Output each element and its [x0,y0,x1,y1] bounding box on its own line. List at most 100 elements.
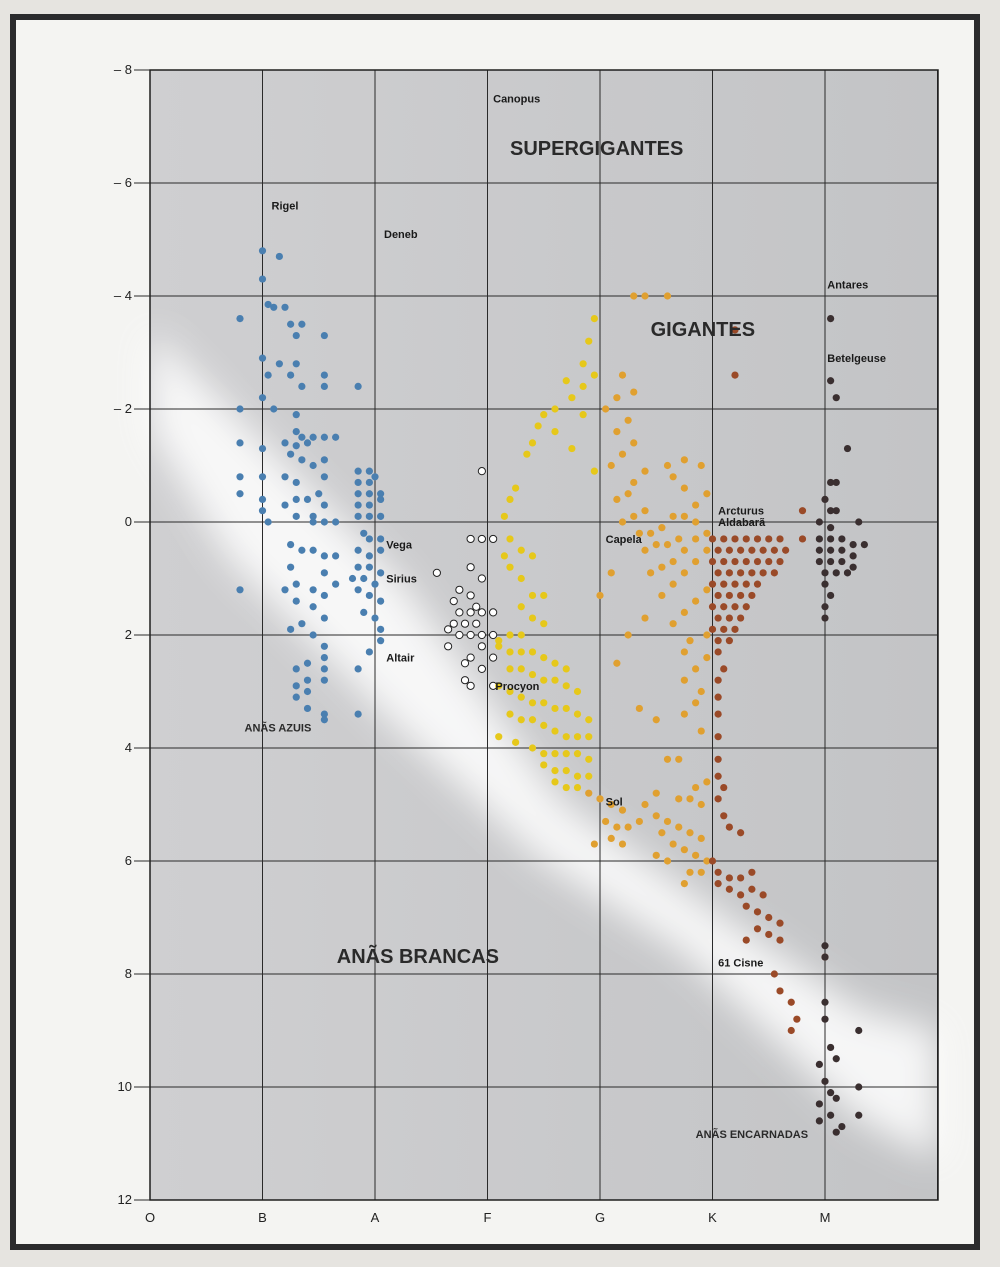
star-label: Sol [606,797,623,809]
star-point [466,534,475,544]
region-label: ANÃS AZUIS [245,721,312,734]
star-point [708,580,717,588]
star-point [292,495,300,503]
star-point [838,546,846,554]
star-label: Procyon [495,681,539,693]
star-point [540,721,548,730]
star-point [298,382,306,390]
star-point [320,501,328,509]
star-point [855,518,863,526]
star-point [720,812,728,820]
star-point [365,467,373,475]
star-point [686,868,694,876]
star-point [540,699,548,707]
x-tick-label: F [484,1210,492,1225]
y-tick-label: 8 [125,966,132,981]
star-point [540,591,548,600]
star-label: 61 Cisne [718,958,763,970]
star-point [303,439,312,447]
star-point [832,507,840,515]
star-point [737,891,745,899]
star-point [618,450,627,458]
star-point [292,665,300,673]
star-point [821,495,829,503]
star-point [551,778,559,786]
star-point [309,631,317,639]
star-point [517,574,525,583]
star-point [714,591,722,600]
star-point [635,529,643,537]
star-point [602,817,610,826]
star-point [460,659,470,668]
star-point [354,512,362,520]
star-point [613,659,621,667]
star-point [725,637,733,645]
star-point [455,585,464,594]
star-point [528,699,537,707]
star-point [692,557,700,566]
star-point [821,580,829,588]
star-point [298,620,306,628]
star-point [444,625,453,634]
star-point [703,778,711,786]
star-point [579,411,587,419]
star-point [658,591,666,600]
x-tick-label: M [820,1210,831,1225]
star-point [647,529,655,537]
star-point [377,512,385,520]
star-point [697,868,705,876]
star-point [731,580,739,588]
star-point [658,829,666,837]
star-point [466,681,475,690]
star-point [770,546,778,554]
star-point [680,456,688,464]
star-point [377,495,385,503]
star-point [551,704,559,713]
star-point [292,360,300,368]
star-point [517,603,525,611]
star-point [658,563,666,571]
star-point [466,630,475,640]
star-point [354,546,362,554]
star-point [590,371,598,379]
star-point [703,586,711,594]
star-point [270,405,278,413]
star-point [731,603,739,611]
star-point [630,388,638,396]
star-point [540,620,548,628]
y-tick-label: – 6 [114,175,132,190]
star-point [832,1094,840,1102]
star-point [449,597,458,606]
star-point [303,659,312,667]
star-point [264,518,272,526]
star-point [753,925,762,933]
star-point [798,535,807,543]
star-point [708,557,717,566]
star-point [832,1128,840,1136]
star-point [365,490,373,498]
star-point [258,507,267,515]
star-point [377,625,385,633]
star-point [236,473,244,481]
star-point [455,608,464,617]
star-point [630,439,638,447]
star-point [275,252,283,261]
star-point [714,693,722,701]
star-point [320,456,328,464]
star-point [528,591,537,600]
star-point [506,710,514,718]
star-point [680,880,688,888]
star-point [652,812,660,820]
star-point [573,750,582,758]
star-point [714,710,722,718]
star-point [292,428,300,436]
star-point [309,512,317,520]
star-point [477,642,486,651]
star-point [534,422,542,430]
star-point [303,676,312,684]
star-point [815,535,823,543]
star-point [731,326,739,334]
star-point [613,394,621,402]
star-labels: Canopus Rigel Deneb Antares Betelgeuse Capela… [272,93,886,969]
star-point [793,1015,801,1023]
